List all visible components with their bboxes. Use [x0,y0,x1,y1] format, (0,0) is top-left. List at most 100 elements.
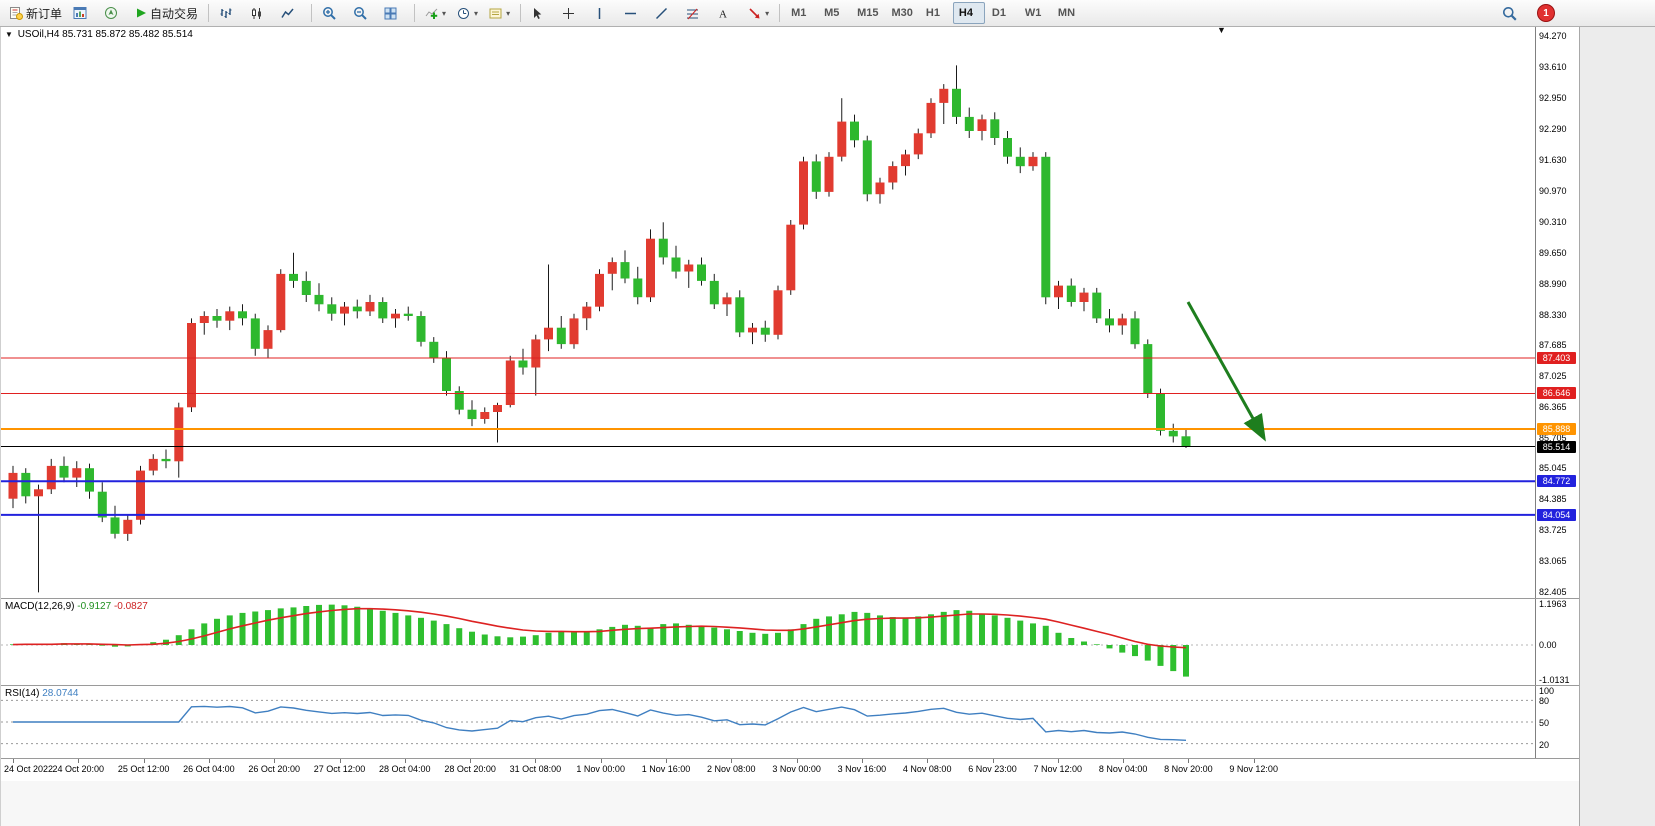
price-chart-panel[interactable]: ▼ USOil,H4 85.731 85.872 85.482 85.514 ▼… [1,25,1579,598]
symbol-dropdown-icon[interactable]: ▼ [5,30,13,39]
timeframe-m15-button-label: M15 [857,7,879,19]
navigator-icon [104,6,118,20]
candlestick-chart[interactable] [1,27,1535,598]
rsi-axis-label: 100 [1539,686,1555,696]
auto-trading-button[interactable]: 自动交易 [130,1,203,25]
symbol-period-label: USOil,H4 [17,29,60,40]
vertical-line-button[interactable] [588,1,618,25]
arrows-button[interactable]: ▾ [743,1,774,25]
zoom-out-button[interactable] [348,1,378,25]
annotation-arrow [1186,301,1266,442]
play-icon [135,7,147,19]
time-axis[interactable]: 24 Oct 2022 24 Oct 20:00 25 Oct 12:00 26 Oc… [1,759,1579,781]
crosshair-button[interactable] [557,1,587,25]
macd-axis-label: 0.00 [1539,639,1557,650]
rsi-axis-label: 50 [1539,718,1550,728]
indicators-button[interactable]: ▾ [420,1,451,25]
periods-button[interactable]: ▾ [452,1,483,25]
time-axis-label: 8 Nov 20:00 [1164,764,1213,774]
rsi-value: 28.0744 [42,688,79,699]
chart-shift-marker-icon[interactable]: ▼ [1217,25,1226,35]
rsi-axis[interactable]: 100 80 50 20 [1535,686,1579,758]
time-axis-label: 28 Oct 20:00 [444,764,496,774]
zoom-in-button[interactable] [317,1,347,25]
navigator-button[interactable] [99,1,129,25]
timeframe-m15-button[interactable]: M15 [851,2,884,24]
timeframe-h4-button-label: H4 [958,7,973,19]
price-axis-label: 86.365 [1539,401,1567,412]
bottom-filler [1,781,1579,826]
price-axis-label: 88.330 [1539,309,1567,320]
toolbar-separator [414,4,416,22]
time-axis-tick [666,759,667,763]
timeframe-h4-button[interactable]: H4 [952,2,985,24]
fibonacci-button[interactable] [681,1,711,25]
rsi-chart[interactable] [1,686,1535,758]
candlestick-chart-button[interactable] [245,1,275,25]
timeframe-m30-button-label: M30 [891,7,913,19]
time-axis-label: 6 Nov 23:00 [968,764,1017,774]
price-axis-label: 85.045 [1539,463,1567,474]
notification-badge[interactable]: 1 [1537,4,1555,22]
fibonacci-icon [686,7,699,20]
time-axis-label: 2 Nov 08:00 [707,764,756,774]
time-axis-tick [13,759,14,763]
panel-divider [1,758,1579,759]
tile-windows-button[interactable] [379,1,409,25]
svg-text:A: A [719,9,727,20]
macd-header: MACD(12,26,9) -0.9127 -0.0827 [5,601,148,612]
cursor-button[interactable] [526,1,556,25]
price-axis[interactable]: 94.270 93.610 92.950 92.290 91.630 90.970 90.3… [1535,27,1579,598]
macd-chart[interactable] [1,599,1535,685]
rsi-axis-label: 20 [1539,739,1550,750]
horizontal-line-icon [624,7,637,20]
text-button[interactable]: A [712,1,742,25]
new-order-button[interactable]: 新订单 [4,1,67,25]
price-axis-label: 82.405 [1539,587,1567,598]
caret-down-icon: ▾ [765,8,770,18]
trendline-button[interactable] [650,1,680,25]
trendline-icon [655,7,668,20]
line-chart-button[interactable] [276,1,306,25]
time-axis-tick [1188,759,1190,763]
timeframe-m1-button-label: M1 [791,7,807,19]
time-axis-label: 9 Nov 12:00 [1229,764,1278,774]
rsi-levels [1,699,1535,745]
timeframe-h1-button[interactable]: H1 [920,2,952,24]
panel-divider[interactable] [1,598,1579,599]
timeframe-m30-button[interactable]: M30 [886,2,919,24]
ohlc-values: 85.731 85.872 85.482 85.514 [62,29,193,40]
time-axis-label: 24 Oct 2022 [4,764,54,774]
price-axis-label: 90.310 [1539,216,1567,227]
timeframe-w1-button[interactable]: W1 [1019,2,1051,24]
price-axis-label: 84.385 [1539,494,1567,505]
rsi-panel[interactable]: RSI(14) 28.0744 100 80 50 20 [1,686,1579,758]
time-axis-label: 1 Nov 16:00 [641,764,691,774]
chart-window-icon [73,6,87,20]
macd-panel[interactable]: MACD(12,26,9) -0.9127 -0.0827 1.1963 0.00… [1,599,1579,685]
macd-axis-label: 1.1963 [1539,599,1567,609]
price-axis-label: 90.970 [1539,185,1567,196]
charts-window-button[interactable] [68,1,98,25]
search-button[interactable] [1497,1,1527,25]
macd-axis[interactable]: 1.1963 0.00 -1.0131 [1535,599,1579,685]
rsi-line [13,705,1187,741]
horizontal-line-button[interactable] [619,1,649,25]
timeframe-d1-button[interactable]: D1 [986,2,1018,24]
price-line-badge: 84.772 [1537,475,1576,488]
time-axis-label: 8 Nov 04:00 [1098,764,1148,774]
templates-button[interactable]: ▾ [484,1,515,25]
timeframe-m5-button[interactable]: M5 [818,2,850,24]
line-chart-icon [281,7,294,20]
zoom-in-icon [322,6,336,20]
vertical-line-icon [593,7,606,20]
timeframe-w1-button-label: W1 [1024,7,1042,19]
time-axis-tick [208,759,210,763]
time-axis-tick [731,759,733,763]
timeframe-m1-button[interactable]: M1 [785,2,817,24]
time-axis-tick [861,759,863,763]
bars-chart-button[interactable] [214,1,244,25]
search-icon [1502,6,1517,21]
panel-divider[interactable] [1,685,1579,686]
timeframe-mn-button[interactable]: MN [1052,2,1084,24]
